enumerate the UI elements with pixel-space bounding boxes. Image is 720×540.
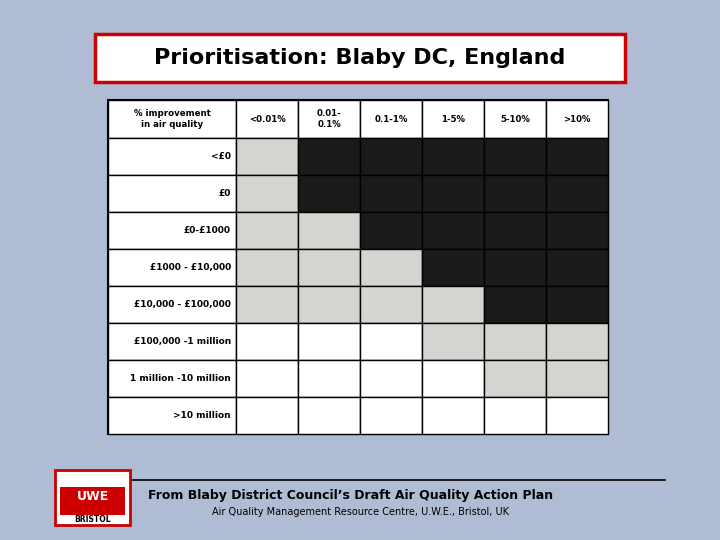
- Bar: [236, 286, 298, 323]
- Text: £1000 - £10,000: £1000 - £10,000: [150, 263, 231, 272]
- Bar: [108, 138, 236, 175]
- Bar: [236, 100, 298, 138]
- Bar: [108, 175, 236, 212]
- Bar: [484, 323, 546, 360]
- Bar: [546, 286, 608, 323]
- Bar: [108, 323, 236, 360]
- Bar: [422, 286, 484, 323]
- Bar: [422, 100, 484, 138]
- Bar: [108, 212, 236, 249]
- Bar: [546, 100, 608, 138]
- Text: Air Quality Management Resource Centre, U.W.E., Bristol, UK: Air Quality Management Resource Centre, …: [212, 507, 508, 517]
- Bar: [484, 286, 546, 323]
- Bar: [360, 100, 422, 138]
- Bar: [108, 249, 236, 286]
- Bar: [108, 100, 236, 138]
- Bar: [422, 323, 484, 360]
- Bar: [546, 249, 608, 286]
- Bar: [236, 397, 298, 434]
- Text: <£0: <£0: [211, 152, 231, 161]
- Bar: [422, 360, 484, 397]
- Text: Prioritisation: Blaby DC, England: Prioritisation: Blaby DC, England: [154, 48, 566, 68]
- Bar: [298, 100, 360, 138]
- Bar: [236, 360, 298, 397]
- Bar: [484, 360, 546, 397]
- Bar: [298, 323, 360, 360]
- Bar: [360, 138, 422, 175]
- Bar: [484, 175, 546, 212]
- Bar: [484, 397, 546, 434]
- Text: >10 million: >10 million: [174, 411, 231, 420]
- Bar: [546, 360, 608, 397]
- Bar: [422, 249, 484, 286]
- Bar: [360, 249, 422, 286]
- Text: £10,000 - £100,000: £10,000 - £100,000: [134, 300, 231, 309]
- Bar: [60, 487, 125, 515]
- Bar: [484, 100, 546, 138]
- Bar: [236, 212, 298, 249]
- Bar: [546, 175, 608, 212]
- Bar: [298, 138, 360, 175]
- Bar: [360, 286, 422, 323]
- Bar: [360, 360, 422, 397]
- Bar: [422, 397, 484, 434]
- Text: UWE: UWE: [76, 490, 109, 503]
- Bar: [236, 138, 298, 175]
- Bar: [108, 286, 236, 323]
- Bar: [422, 175, 484, 212]
- Text: % improvement
in air quality: % improvement in air quality: [134, 109, 210, 129]
- Bar: [236, 175, 298, 212]
- Bar: [298, 286, 360, 323]
- Text: From Blaby District Council’s Draft Air Quality Action Plan: From Blaby District Council’s Draft Air …: [148, 489, 553, 502]
- Bar: [360, 397, 422, 434]
- Bar: [236, 249, 298, 286]
- Bar: [422, 138, 484, 175]
- Text: £0-£1000: £0-£1000: [184, 226, 231, 235]
- Bar: [298, 360, 360, 397]
- Text: £0: £0: [219, 189, 231, 198]
- Bar: [55, 470, 130, 525]
- Text: 1 million -10 million: 1 million -10 million: [130, 374, 231, 383]
- Bar: [484, 249, 546, 286]
- Bar: [546, 138, 608, 175]
- Bar: [298, 175, 360, 212]
- Bar: [360, 323, 422, 360]
- Text: BRISTOL: BRISTOL: [74, 515, 111, 523]
- Bar: [422, 212, 484, 249]
- Bar: [484, 138, 546, 175]
- Bar: [360, 175, 422, 212]
- Text: 0.01-
0.1%: 0.01- 0.1%: [317, 109, 341, 129]
- Text: £100,000 -1 million: £100,000 -1 million: [134, 337, 231, 346]
- Bar: [236, 323, 298, 360]
- Bar: [108, 100, 608, 434]
- Text: 1-5%: 1-5%: [441, 114, 465, 124]
- Bar: [108, 397, 236, 434]
- Text: <0.01%: <0.01%: [248, 114, 285, 124]
- Bar: [546, 212, 608, 249]
- Text: 5-10%: 5-10%: [500, 114, 530, 124]
- Text: 0.1-1%: 0.1-1%: [374, 114, 408, 124]
- Bar: [360, 212, 422, 249]
- Bar: [298, 212, 360, 249]
- Bar: [546, 323, 608, 360]
- Bar: [298, 397, 360, 434]
- Text: >10%: >10%: [563, 114, 590, 124]
- Bar: [95, 34, 625, 82]
- Bar: [484, 212, 546, 249]
- Bar: [546, 397, 608, 434]
- Bar: [108, 360, 236, 397]
- Bar: [298, 249, 360, 286]
